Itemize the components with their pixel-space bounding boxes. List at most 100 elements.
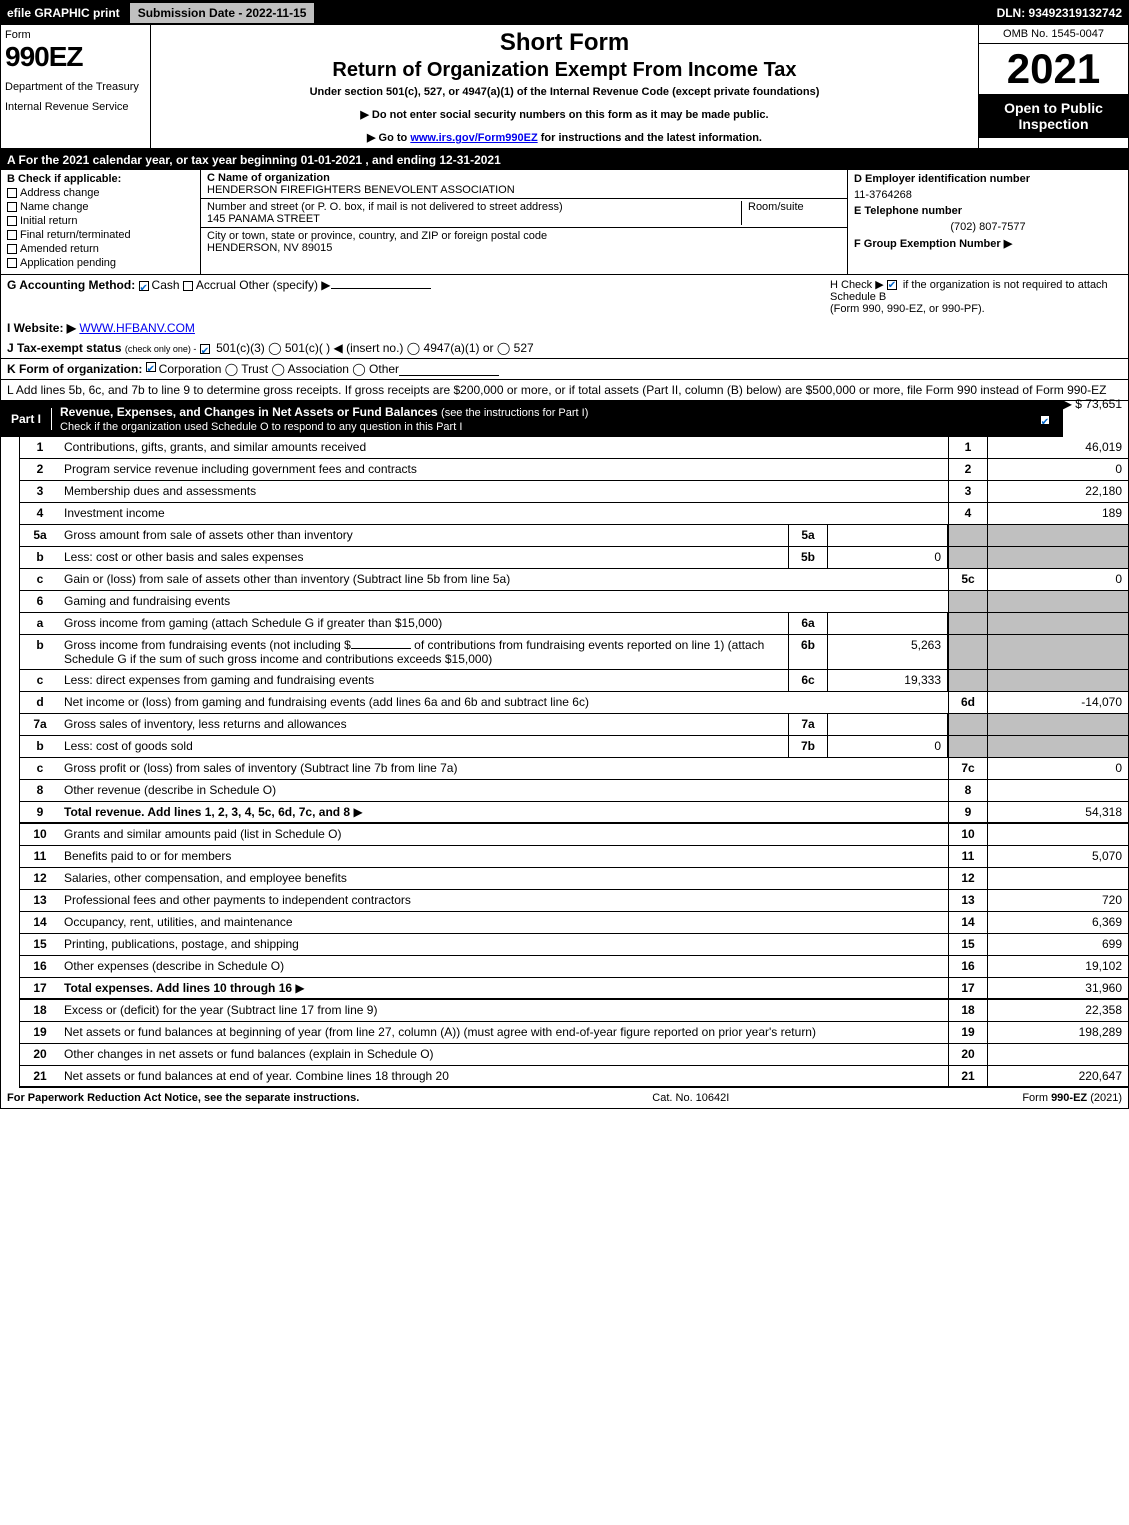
line-13-rn: 13 — [948, 890, 988, 911]
line-6d-num: d — [20, 692, 60, 713]
form-number: 990EZ — [5, 41, 146, 73]
short-form-title: Short Form — [155, 29, 974, 57]
k-other-field[interactable] — [399, 362, 499, 376]
line-5b-desc: Less: cost or other basis and sales expe… — [60, 547, 788, 568]
line-5a-mn: 5a — [788, 525, 828, 546]
line-6d-rn: 6d — [948, 692, 988, 713]
line-5a-desc: Gross amount from sale of assets other t… — [60, 525, 788, 546]
checkbox-corporation[interactable] — [146, 362, 156, 372]
line-6-shade2 — [988, 591, 1128, 612]
line-20-rn: 20 — [948, 1044, 988, 1065]
goto-suffix: for instructions and the latest informat… — [538, 132, 762, 144]
ghijk-section: H Check ▶ if the organization is not req… — [1, 275, 1128, 359]
line-8-rn: 8 — [948, 780, 988, 801]
line-6b-desc: Gross income from fundraising events (no… — [60, 635, 788, 669]
checkbox-501c3[interactable] — [200, 344, 210, 354]
checkbox-amended-return[interactable] — [7, 244, 17, 254]
net-assets-section: Net Assets 18Excess or (deficit) for the… — [1, 1000, 1128, 1088]
l-text: L Add lines 5b, 6c, and 7b to line 9 to … — [7, 383, 1106, 397]
line-7b-shade — [948, 736, 988, 757]
line-7c-rn: 7c — [948, 758, 988, 779]
label-accrual: Accrual — [196, 278, 236, 292]
k-opts: Corporation ◯ Trust ◯ Association ◯ Othe… — [159, 362, 399, 376]
revenue-section: Revenue 1Contributions, gifts, grants, a… — [1, 437, 1128, 824]
line-5a-shade2 — [988, 525, 1128, 546]
line-6c-mn: 6c — [788, 670, 828, 691]
line-6-num: 6 — [20, 591, 60, 612]
header-right: OMB No. 1545-0047 2021 Open to Public In… — [978, 25, 1128, 148]
form-word: Form — [5, 29, 146, 41]
line-2-desc: Program service revenue including govern… — [60, 459, 948, 480]
line-2-rn: 2 — [948, 459, 988, 480]
c-name-label: C Name of organization — [207, 172, 330, 184]
line-6c-shade — [948, 670, 988, 691]
line-6a-shade2 — [988, 613, 1128, 634]
line-2-val: 0 — [988, 459, 1128, 480]
efile-print-link[interactable]: efile GRAPHIC print — [1, 6, 126, 20]
header-left: Form 990EZ Department of the Treasury In… — [1, 25, 151, 148]
h-text1: H Check ▶ — [830, 279, 884, 291]
other-specify-field[interactable] — [331, 288, 431, 289]
checkbox-final-return[interactable] — [7, 230, 17, 240]
part-i-title: Revenue, Expenses, and Changes in Net As… — [52, 401, 1030, 437]
ssn-warning-text: Do not enter social security numbers on … — [372, 109, 769, 121]
irs-link[interactable]: www.irs.gov/Form990EZ — [410, 132, 537, 144]
line-11-val: 5,070 — [988, 846, 1128, 867]
part-i-num: Part I — [1, 408, 52, 430]
line-19-num: 19 — [20, 1022, 60, 1043]
line-13-desc: Professional fees and other payments to … — [60, 890, 948, 911]
tel-value: (702) 807-7577 — [854, 221, 1122, 233]
checkbox-accrual[interactable] — [183, 281, 193, 291]
line-18-val: 22,358 — [988, 1000, 1128, 1021]
label-final-return: Final return/terminated — [20, 229, 131, 241]
line-7a-shade — [948, 714, 988, 735]
checkbox-cash[interactable] — [139, 281, 149, 291]
line-7b-mv: 0 — [828, 736, 948, 757]
line-21-rn: 21 — [948, 1066, 988, 1086]
line-5b-num: b — [20, 547, 60, 568]
line-7c-val: 0 — [988, 758, 1128, 779]
line-7c-desc: Gross profit or (loss) from sales of inv… — [60, 758, 948, 779]
dept-treasury: Department of the Treasury — [5, 81, 146, 93]
submission-date: Submission Date - 2022-11-15 — [130, 3, 315, 23]
line-15-rn: 15 — [948, 934, 988, 955]
line-7a-mv — [828, 714, 948, 735]
line-5a-shade — [948, 525, 988, 546]
footer: For Paperwork Reduction Act Notice, see … — [1, 1088, 1128, 1108]
org-city: HENDERSON, NV 89015 — [207, 242, 332, 254]
label-name-change: Name change — [20, 201, 89, 213]
ein-value: 11-3764268 — [854, 189, 1122, 201]
checkbox-h-schedule-b[interactable] — [887, 280, 897, 290]
b-label: B Check if applicable: — [7, 173, 194, 185]
line-6-desc: Gaming and fundraising events — [60, 591, 948, 612]
line-7b-num: b — [20, 736, 60, 757]
line-7a-shade2 — [988, 714, 1128, 735]
line-21-desc: Net assets or fund balances at end of ye… — [60, 1066, 948, 1086]
ssn-warning: Do not enter social security numbers on … — [155, 108, 974, 121]
line-21-val: 220,647 — [988, 1066, 1128, 1086]
line-6b-num: b — [20, 635, 60, 669]
dept-irs: Internal Revenue Service — [5, 101, 146, 113]
expenses-section: Expenses 10Grants and similar amounts pa… — [1, 824, 1128, 1000]
tax-year: 2021 — [979, 44, 1128, 94]
label-address-change: Address change — [20, 187, 100, 199]
checkbox-schedule-o[interactable] — [1040, 415, 1050, 425]
info-grid: B Check if applicable: Address change Na… — [1, 170, 1128, 275]
line-5a-num: 5a — [20, 525, 60, 546]
line-12-num: 12 — [20, 868, 60, 889]
checkbox-address-change[interactable] — [7, 188, 17, 198]
checkbox-name-change[interactable] — [7, 202, 17, 212]
website-link[interactable]: WWW.HFBANV.COM — [79, 321, 195, 335]
header-center: Short Form Return of Organization Exempt… — [151, 25, 978, 148]
footer-right: Form 990-EZ (2021) — [1022, 1092, 1122, 1104]
ein-label: D Employer identification number — [854, 173, 1030, 185]
checkbox-application-pending[interactable] — [7, 258, 17, 268]
line-5c-rn: 5c — [948, 569, 988, 590]
line-11-rn: 11 — [948, 846, 988, 867]
line-6-shade — [948, 591, 988, 612]
addr-label: Number and street (or P. O. box, if mail… — [207, 201, 563, 213]
checkbox-initial-return[interactable] — [7, 216, 17, 226]
line-6b-contrib-field[interactable] — [351, 648, 411, 649]
instructions-link-line: Go to www.irs.gov/Form990EZ for instruct… — [155, 131, 974, 144]
line-13-val: 720 — [988, 890, 1128, 911]
